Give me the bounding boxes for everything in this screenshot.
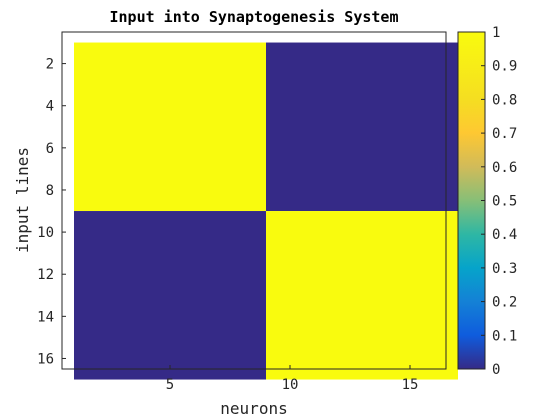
colorbar-tick-label: 0.6: [492, 160, 517, 176]
colorbar-tick-label: 0.3: [492, 261, 517, 277]
colorbar-tick-label: 0.9: [492, 59, 517, 75]
y-tick-label: 8: [46, 183, 54, 199]
y-tick-label: 10: [37, 225, 54, 241]
y-axis-label: input lines: [13, 147, 32, 253]
colorbar-tick-label: 0.2: [492, 295, 517, 311]
x-tick-label: 15: [402, 377, 419, 393]
y-tick-label: 2: [46, 57, 54, 73]
colorbar-tick-label: 0.8: [492, 92, 517, 108]
colorbar-tick-label: 0: [492, 362, 500, 378]
x-axis-label: neurons: [220, 399, 287, 418]
colorbar-tick-label: 0.5: [492, 194, 517, 210]
colorbar-ticks: 0 0.1 0.2 0.3 0.4 0.5 0.6 0.7 0.8 0.9 1: [481, 25, 517, 378]
heatmap-cells: [74, 43, 458, 380]
y-tick-label: 16: [37, 351, 54, 367]
colorbar: [458, 32, 485, 369]
chart-title: Input into Synaptogenesis System: [110, 8, 399, 26]
y-tick-label: 4: [46, 99, 54, 115]
y-tick-label: 6: [46, 141, 54, 157]
heatmap-block: [74, 211, 266, 380]
heatmap-block: [266, 211, 458, 380]
colorbar-tick-label: 0.4: [492, 227, 517, 243]
x-tick-label: 10: [282, 377, 299, 393]
colorbar-tick-label: 1: [492, 25, 500, 41]
x-tick-label: 5: [166, 377, 174, 393]
heatmap-block: [266, 43, 458, 212]
y-tick-label: 14: [37, 309, 54, 325]
heatmap-block: [74, 43, 266, 212]
y-tick-label: 12: [37, 267, 54, 283]
colorbar-tick-label: 0.1: [492, 328, 517, 344]
colorbar-tick-label: 0.7: [492, 126, 517, 142]
